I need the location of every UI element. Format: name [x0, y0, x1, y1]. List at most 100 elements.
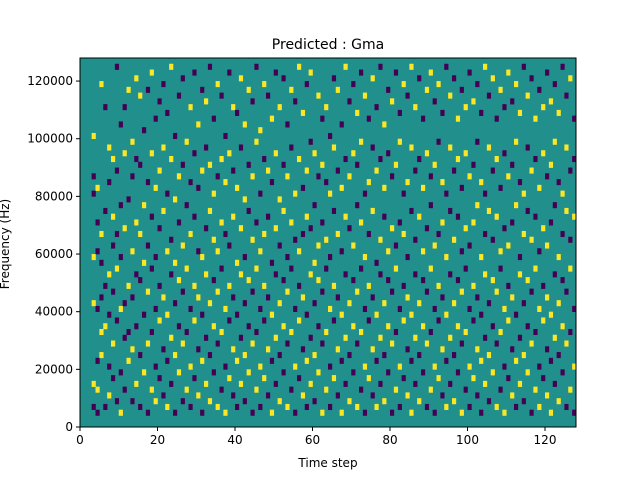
- heatmap-cell: [114, 230, 120, 238]
- heatmap-cell: [390, 340, 395, 347]
- heatmap-cell: [343, 213, 348, 220]
- heatmap-cell: [409, 63, 414, 70]
- heatmap-cell: [339, 409, 344, 416]
- heatmap-cell: [545, 392, 550, 399]
- heatmap-cell: [138, 277, 143, 284]
- heatmap-cell: [180, 161, 185, 168]
- heatmap-cell: [207, 63, 213, 70]
- heatmap-cell: [548, 161, 554, 168]
- heatmap-cell: [219, 219, 224, 226]
- heatmap-cell: [227, 69, 232, 76]
- x-tick-label: 60: [305, 433, 320, 447]
- heatmap-cell: [409, 207, 414, 214]
- heatmap-cell: [382, 213, 387, 220]
- heatmap-cell: [215, 173, 220, 180]
- heatmap-cell: [207, 398, 213, 405]
- heatmap-cell: [556, 352, 561, 359]
- heatmap-cell: [444, 63, 449, 70]
- heatmap-cell: [541, 150, 546, 157]
- heatmap-cell: [494, 340, 499, 347]
- heatmap-cell: [502, 150, 507, 157]
- heatmap-cell: [448, 334, 453, 341]
- heatmap-cell: [262, 81, 267, 88]
- heatmap-cell: [242, 352, 247, 359]
- heatmap-cell: [91, 132, 96, 140]
- heatmap-cell: [405, 346, 410, 353]
- heatmap-cell: [366, 179, 371, 186]
- heatmap-cell: [215, 340, 220, 347]
- heatmap-cell: [111, 242, 116, 249]
- heatmap-cell: [378, 236, 383, 243]
- heatmap-cell: [320, 115, 325, 122]
- heatmap-cell: [335, 86, 340, 93]
- heatmap-cell: [494, 115, 499, 122]
- heatmap-cell: [176, 323, 182, 330]
- heatmap-cell: [537, 184, 542, 191]
- heatmap-cell: [347, 173, 352, 180]
- heatmap-cell: [91, 403, 96, 411]
- heatmap-cell: [173, 300, 178, 307]
- heatmap-cell: [126, 282, 131, 289]
- heatmap-cell: [320, 409, 325, 416]
- heatmap-cell: [568, 265, 573, 272]
- heatmap-cell: [343, 63, 348, 70]
- heatmap-cell: [134, 323, 139, 330]
- heatmap-cell: [266, 392, 271, 399]
- heatmap-cell: [184, 386, 189, 393]
- heatmap-cell: [397, 138, 402, 145]
- heatmap-cell: [165, 311, 170, 318]
- heatmap-cell: [281, 277, 286, 284]
- heatmap-cell: [99, 259, 104, 266]
- chart-title: Predicted : Gma: [272, 37, 384, 53]
- heatmap-cell: [273, 69, 278, 76]
- heatmap-cell: [448, 207, 453, 214]
- heatmap-cell: [103, 207, 108, 214]
- heatmap-cell: [471, 375, 476, 382]
- heatmap-cell: [118, 305, 123, 312]
- heatmap-cell: [262, 375, 267, 382]
- heatmap-cell: [397, 109, 402, 116]
- heatmap-cell: [262, 156, 267, 163]
- heatmap-cell: [281, 161, 286, 168]
- heatmap-cell: [266, 92, 271, 99]
- heatmap-cell: [134, 380, 139, 387]
- heatmap-cell: [448, 380, 453, 387]
- heatmap-cell: [452, 167, 457, 174]
- heatmap-cell: [421, 184, 426, 191]
- heatmap-cell: [285, 254, 290, 261]
- heatmap-cell: [118, 202, 123, 209]
- heatmap-cell: [99, 352, 104, 359]
- heatmap-cell: [331, 375, 337, 382]
- heatmap-cell: [192, 150, 197, 157]
- heatmap-cell: [192, 213, 197, 220]
- heatmap-cell: [130, 294, 135, 301]
- heatmap-cell: [432, 98, 437, 105]
- heatmap-cell: [409, 409, 414, 416]
- heatmap-cell: [421, 248, 426, 255]
- heatmap-cell: [479, 409, 484, 416]
- heatmap-cell: [552, 81, 557, 88]
- heatmap-cell: [304, 167, 309, 174]
- heatmap-cell: [211, 190, 216, 197]
- heatmap-cell: [153, 363, 158, 370]
- heatmap-cell: [428, 69, 433, 76]
- heatmap-cell: [114, 398, 120, 405]
- heatmap-cell: [556, 300, 561, 307]
- heatmap-cell: [227, 375, 232, 382]
- heatmap-cell: [204, 271, 209, 278]
- heatmap-cell: [525, 207, 530, 214]
- heatmap-cell: [176, 277, 182, 284]
- heatmap-cell: [510, 392, 515, 399]
- heatmap-cell: [355, 202, 360, 209]
- heatmap-cell: [118, 121, 123, 128]
- heatmap-cell: [556, 179, 561, 186]
- heatmap-cell: [107, 363, 112, 370]
- heatmap-cell: [556, 398, 561, 405]
- heatmap-cell: [347, 398, 352, 405]
- heatmap-cell: [145, 86, 151, 93]
- heatmap-cell: [215, 81, 220, 88]
- heatmap-cell: [405, 92, 410, 99]
- heatmap-cell: [440, 219, 445, 226]
- heatmap-cell: [502, 104, 507, 111]
- heatmap-cell: [200, 254, 205, 261]
